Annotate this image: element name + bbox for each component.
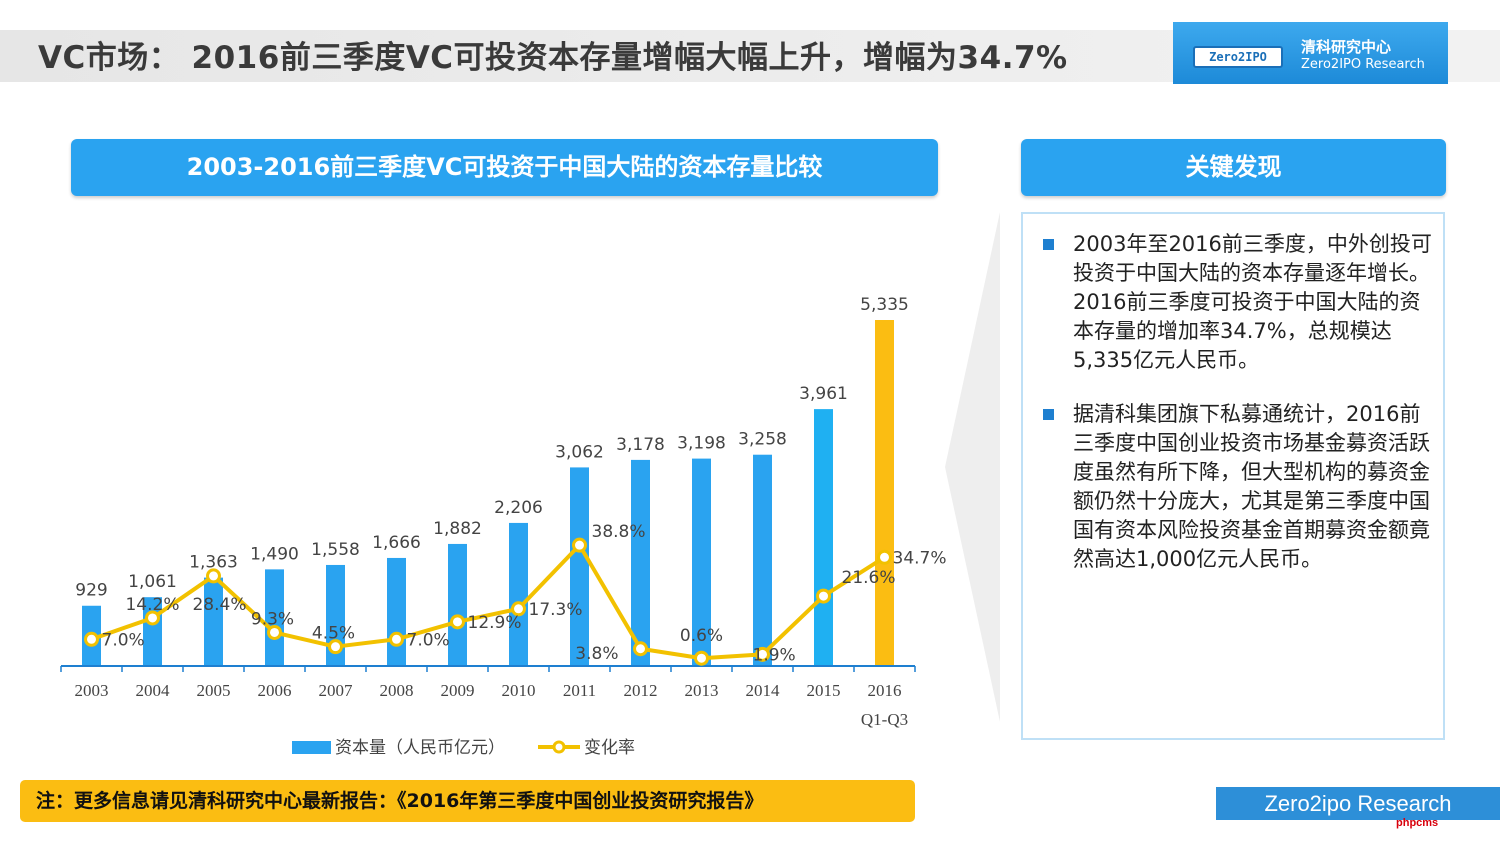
- bar-value-label: 3,258: [738, 430, 787, 450]
- bar-value-label: 3,178: [616, 435, 665, 455]
- x-tick-label: 2013: [685, 681, 719, 700]
- legend-bar-swatch: [292, 741, 331, 754]
- rate-point: [206, 568, 221, 584]
- rate-point: [84, 631, 99, 647]
- rate-value-label: 4.5%: [312, 624, 355, 644]
- legend-bar-label: 资本量（人民币亿元）: [335, 738, 505, 758]
- x-tick-label: 2003: [75, 681, 109, 700]
- finding-text: 2003年至2016前三季度，中外创投可投资于中国大陆的资本存量逐年增长。201…: [1073, 232, 1432, 372]
- rate-point: [572, 537, 587, 553]
- bar-value-label: 1,363: [189, 553, 238, 573]
- rate-point: [450, 614, 465, 630]
- rate-point: [511, 601, 526, 617]
- x-tick-label: 2004: [136, 681, 171, 700]
- x-tick-label: 2010: [502, 681, 536, 700]
- x-tick-label: Q1-Q3: [861, 710, 908, 729]
- rate-value-label: 34.7%: [893, 548, 947, 568]
- x-tick-label: 2009: [441, 681, 475, 700]
- footer-brand: Zero2ipo Research: [1216, 787, 1500, 820]
- finding-text: 据清科集团旗下私募通统计，2016前三季度中国创业投资市场基金募资活跃度虽然有所…: [1073, 402, 1430, 571]
- watermark: phpcms: [1396, 817, 1439, 829]
- bar: [692, 458, 711, 666]
- bar: [387, 557, 406, 666]
- x-tick-label: 2012: [624, 681, 658, 700]
- x-tick-label: 2014: [746, 681, 781, 700]
- x-axis-ticks: 2003 2004 2005 2006 2007 2008 2009 2010 2011 2012…: [60, 666, 916, 729]
- bar: [814, 409, 833, 666]
- rate-point: [389, 631, 404, 647]
- logo-name-cn: 清科研究中心: [1301, 38, 1392, 56]
- line-value-labels: 7.0% 14.2% 28.4%9.3% 4.5% 7.0% 12.9% 17.3% 38.8…: [102, 522, 947, 665]
- rate-line: [90, 543, 886, 661]
- bar: [448, 543, 467, 666]
- bar: [326, 564, 345, 666]
- bar-value-label: 929: [75, 581, 107, 601]
- bar: [753, 454, 772, 666]
- bar-value-label: 1,666: [372, 533, 421, 553]
- bar: [570, 467, 589, 666]
- x-tick-label: 2016: [868, 681, 902, 700]
- rate-point: [633, 641, 648, 657]
- x-tick-label: 2007: [319, 681, 354, 700]
- rate-point: [694, 650, 709, 666]
- x-tick-label: 2006: [258, 681, 292, 700]
- zero2ipo-badge: Zero2IPO: [1193, 46, 1283, 68]
- note-text: 注：更多信息请见清科研究中心最新报告：《2016年第三季度中国创业投资研究报告》: [36, 790, 764, 812]
- rate-value-label: 21.6%: [842, 568, 896, 588]
- bar-value-label: 2,206: [494, 498, 543, 518]
- rate-point: [877, 549, 892, 565]
- rate-value-label: 7.0%: [102, 630, 145, 650]
- chart-legend: 资本量（人民币亿元） 变化率: [292, 738, 635, 758]
- slide-title: VC市场： 2016前三季度VC可投资本存量增幅大幅上升，增幅为34.7%: [38, 40, 1068, 76]
- bar: [204, 577, 223, 666]
- rate-value-label: 17.3%: [529, 600, 583, 620]
- brand-logo: Zero2IPO 清科研究中心 Zero2IPO Research: [1173, 22, 1448, 84]
- rate-value-label: 9.3%: [251, 609, 294, 629]
- legend-line-label: 变化率: [584, 738, 635, 758]
- rate-value-label: 1.9%: [753, 645, 796, 665]
- x-tick-label: 2005: [197, 681, 231, 700]
- logo-name-en: Zero2IPO Research: [1301, 57, 1425, 72]
- chart-header: 2003-2016前三季度VC可投资于中国大陆的资本存量比较: [71, 139, 938, 196]
- bar: [631, 459, 650, 666]
- rate-value-label: 14.2%: [125, 595, 179, 615]
- bar: [265, 569, 284, 666]
- bar-value-label: 3,062: [555, 442, 604, 462]
- x-tick-label: 2008: [380, 681, 414, 700]
- bar: [509, 522, 528, 666]
- bar-value-label: 5,335: [860, 295, 909, 315]
- finding-item: 2003年至2016前三季度，中外创投可投资于中国大陆的资本存量逐年增长。201…: [1043, 230, 1433, 375]
- bar-value-label: 1,558: [311, 540, 360, 560]
- note-bar: 注：更多信息请见清科研究中心最新报告：《2016年第三季度中国创业投资研究报告》: [20, 780, 915, 822]
- rate-value-label: 7.0%: [407, 630, 450, 650]
- x-tick-label: 2011: [563, 681, 596, 700]
- chart-area: 2003 2004 2005 2006 2007 2008 2009 2010 2011 2012…: [60, 212, 1000, 758]
- rate-value-label: 3.8%: [575, 644, 618, 664]
- finding-item: 据清科集团旗下私募通统计，2016前三季度中国创业投资市场基金募资活跃度虽然有所…: [1043, 400, 1433, 574]
- bar-value-label: 3,198: [677, 434, 726, 454]
- bar-value-labels: 929 1,061 1,363 1,490 1,558 1,666 1,882 2,206 3,…: [75, 295, 909, 601]
- bar-value-label: 1,061: [128, 572, 177, 592]
- findings-header: 关键发现: [1021, 139, 1446, 196]
- x-tick-label: 2015: [807, 681, 841, 700]
- rate-value-label: 0.6%: [680, 626, 723, 646]
- rate-point: [816, 588, 831, 604]
- rate-point: [755, 646, 770, 662]
- findings-box: 2003年至2016前三季度，中外创投可投资于中国大陆的资本存量逐年增长。201…: [1021, 212, 1445, 740]
- rate-value-label: 12.9%: [468, 613, 522, 633]
- bullet-square-icon: [1043, 409, 1054, 420]
- rate-value-label: 38.8%: [592, 522, 646, 542]
- callout-pointer: [945, 212, 1000, 722]
- rate-point: [267, 624, 282, 640]
- rate-value-label: 28.4%: [192, 595, 246, 615]
- legend-line-marker: [552, 740, 566, 754]
- bar-value-label: 1,882: [433, 519, 482, 539]
- bar-value-label: 1,490: [250, 544, 299, 564]
- bullet-square-icon: [1043, 239, 1054, 250]
- line-series: [84, 537, 892, 666]
- bar-value-label: 3,961: [799, 384, 848, 404]
- bar: [875, 320, 894, 666]
- rate-point: [328, 639, 343, 655]
- rate-point: [145, 610, 160, 626]
